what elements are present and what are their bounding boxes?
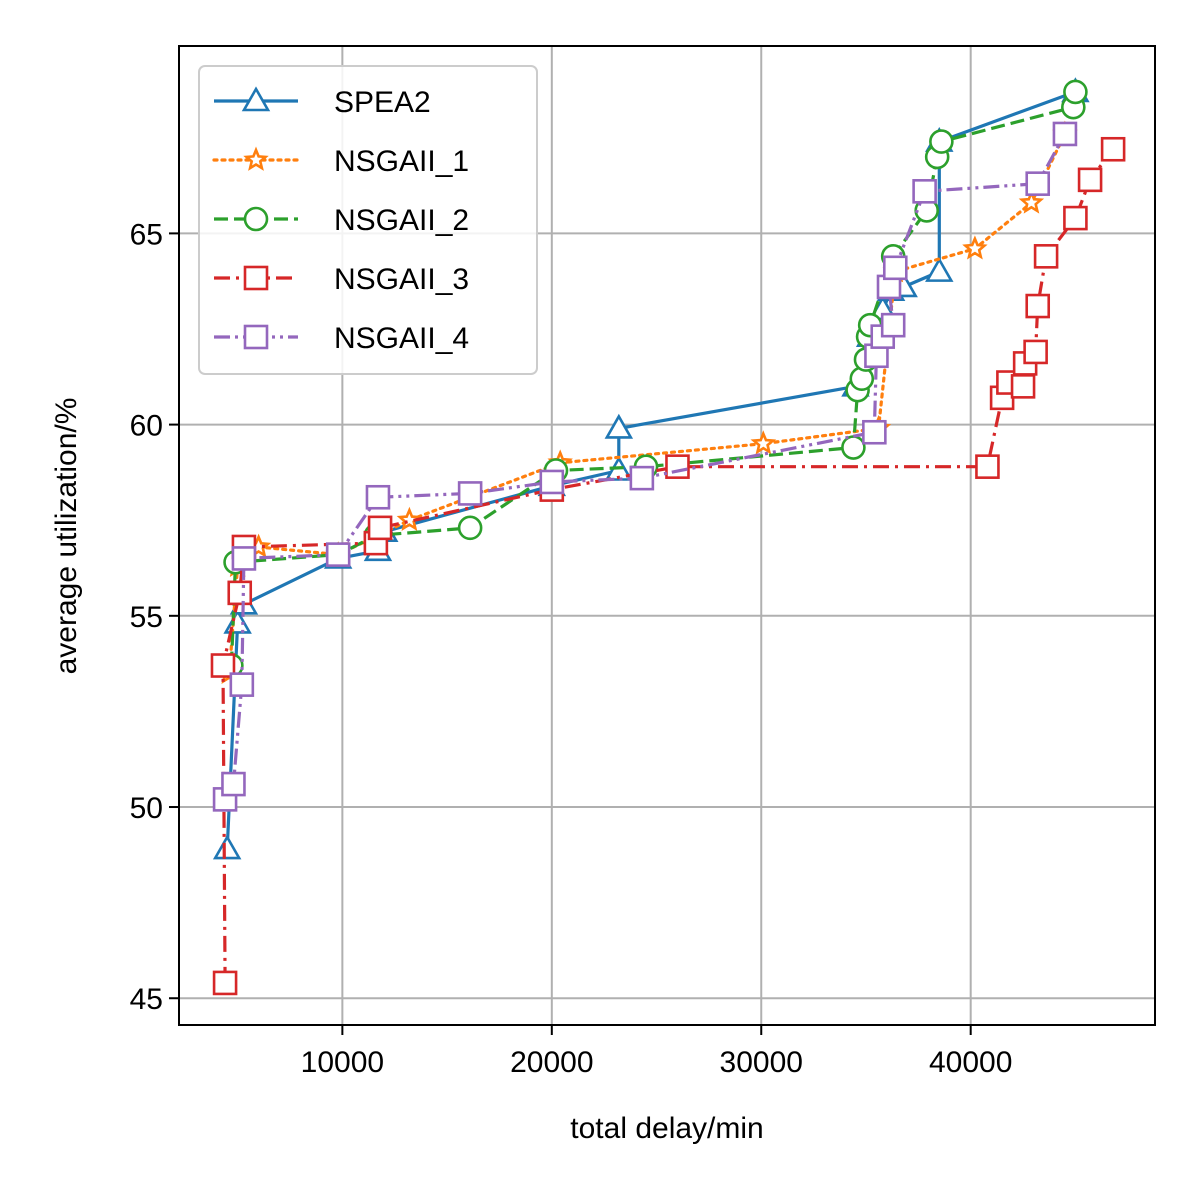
legend-label: NSGAII_3 [334,263,469,296]
data-point [665,454,690,479]
legend-marker [241,86,271,112]
y-tick-label: 50 [130,792,163,825]
data-point [882,255,908,281]
legend-marker [243,265,269,291]
data-point [229,672,255,697]
data-point [212,970,238,996]
data-point [221,771,246,797]
data-point [1077,167,1103,193]
y-tick-label: 65 [130,218,163,251]
legend-entry: NSGAII_3 [214,263,469,296]
legend-entry: SPEA2 [214,86,431,119]
y-tick-label: 45 [130,983,163,1016]
plot-area-frame [178,45,1156,1026]
data-point [212,834,242,860]
data-point [975,454,1000,479]
data-point [396,506,423,532]
data-point [1025,171,1051,196]
data-point [227,580,253,606]
x-axis-label: total delay/min [570,1112,763,1145]
data-point [962,235,988,260]
data-point [841,435,866,460]
data-point [457,481,483,506]
data-point [210,653,236,678]
data-point [325,542,351,567]
data-point [629,465,655,491]
data-point [1025,293,1051,319]
data-point [925,257,954,282]
series-nsgaii_4 [212,121,1078,812]
data-point [367,515,393,541]
data-point [1063,205,1088,231]
legend-entry: NSGAII_4 [214,322,469,355]
x-tick-label: 30000 [720,1046,803,1079]
legend-entry: NSGAII_2 [214,204,469,237]
legend-marker [243,206,269,232]
data-point [1023,339,1048,365]
legend-entry: NSGAII_1 [212,145,469,178]
data-point [604,413,634,439]
data-point [880,312,906,338]
ticks: 10000 20000 30000 40000 45 50 55 60 65 [130,218,1013,1079]
x-tick-label: 10000 [301,1046,384,1079]
legend-box [198,65,538,375]
data-point [231,546,257,571]
data-point [1052,121,1078,147]
data-point [1033,244,1059,269]
y-tick-label: 55 [130,601,163,634]
x-tick-label: 20000 [510,1046,593,1079]
data-point [862,419,887,445]
series-layer [210,77,1126,996]
legend: SPEA2 NSGAII_1 NSGAII_2 NSGAII_3 NSGAII_4 [198,65,538,375]
data-point [1010,374,1036,399]
data-point [1100,136,1126,162]
data-point [539,469,565,495]
y-axis-label: average utilization/% [50,398,83,675]
legend-label: NSGAII_1 [334,145,469,178]
data-point [912,179,937,204]
legend-label: NSGAII_4 [334,322,469,355]
data-point [929,129,954,154]
y-tick-label: 60 [130,410,163,443]
data-point [1018,189,1045,214]
data-point [1063,79,1088,105]
x-tick-label: 40000 [929,1046,1012,1079]
series-line [223,133,1067,801]
data-point [457,515,483,541]
legend-marker [243,324,269,350]
legend-label: SPEA2 [334,86,431,119]
legend-marker [243,146,269,171]
data-point [750,430,777,455]
data-point [365,484,391,510]
legend-label: NSGAII_2 [334,204,469,237]
